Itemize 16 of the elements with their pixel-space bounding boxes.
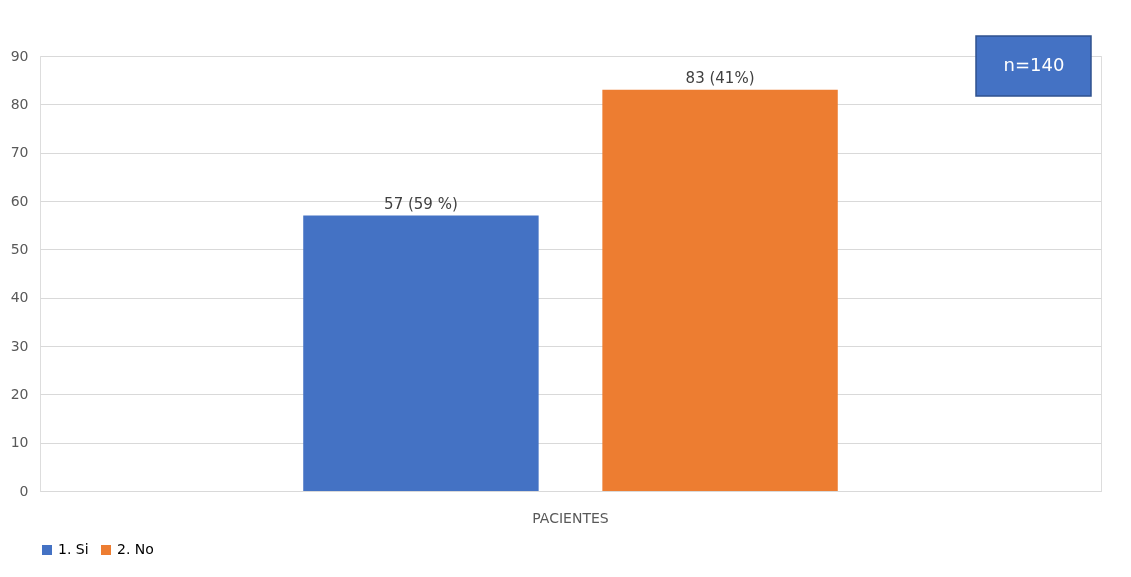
data-label: 83 (41%): [685, 68, 755, 87]
annotation: n=140: [1003, 54, 1065, 75]
y-tick-label: 10: [10, 434, 29, 451]
y-tick-label: 80: [10, 95, 29, 112]
y-tick-label: 50: [10, 240, 29, 257]
data-label: 57 (59 %): [384, 194, 458, 213]
y-tick-label: 60: [10, 192, 29, 209]
legend-label: 2. No: [117, 541, 154, 557]
y-tick-label: 0: [19, 482, 29, 499]
y-tick-label: 30: [10, 337, 29, 354]
y-tick-label: 40: [10, 289, 29, 306]
legend-label: 1. Si: [58, 541, 89, 557]
x-tick-label: PACIENTES: [532, 509, 609, 526]
y-tick-label: 90: [10, 47, 29, 64]
y-tick-label: 20: [10, 385, 29, 402]
y-tick-label: 70: [10, 144, 29, 161]
